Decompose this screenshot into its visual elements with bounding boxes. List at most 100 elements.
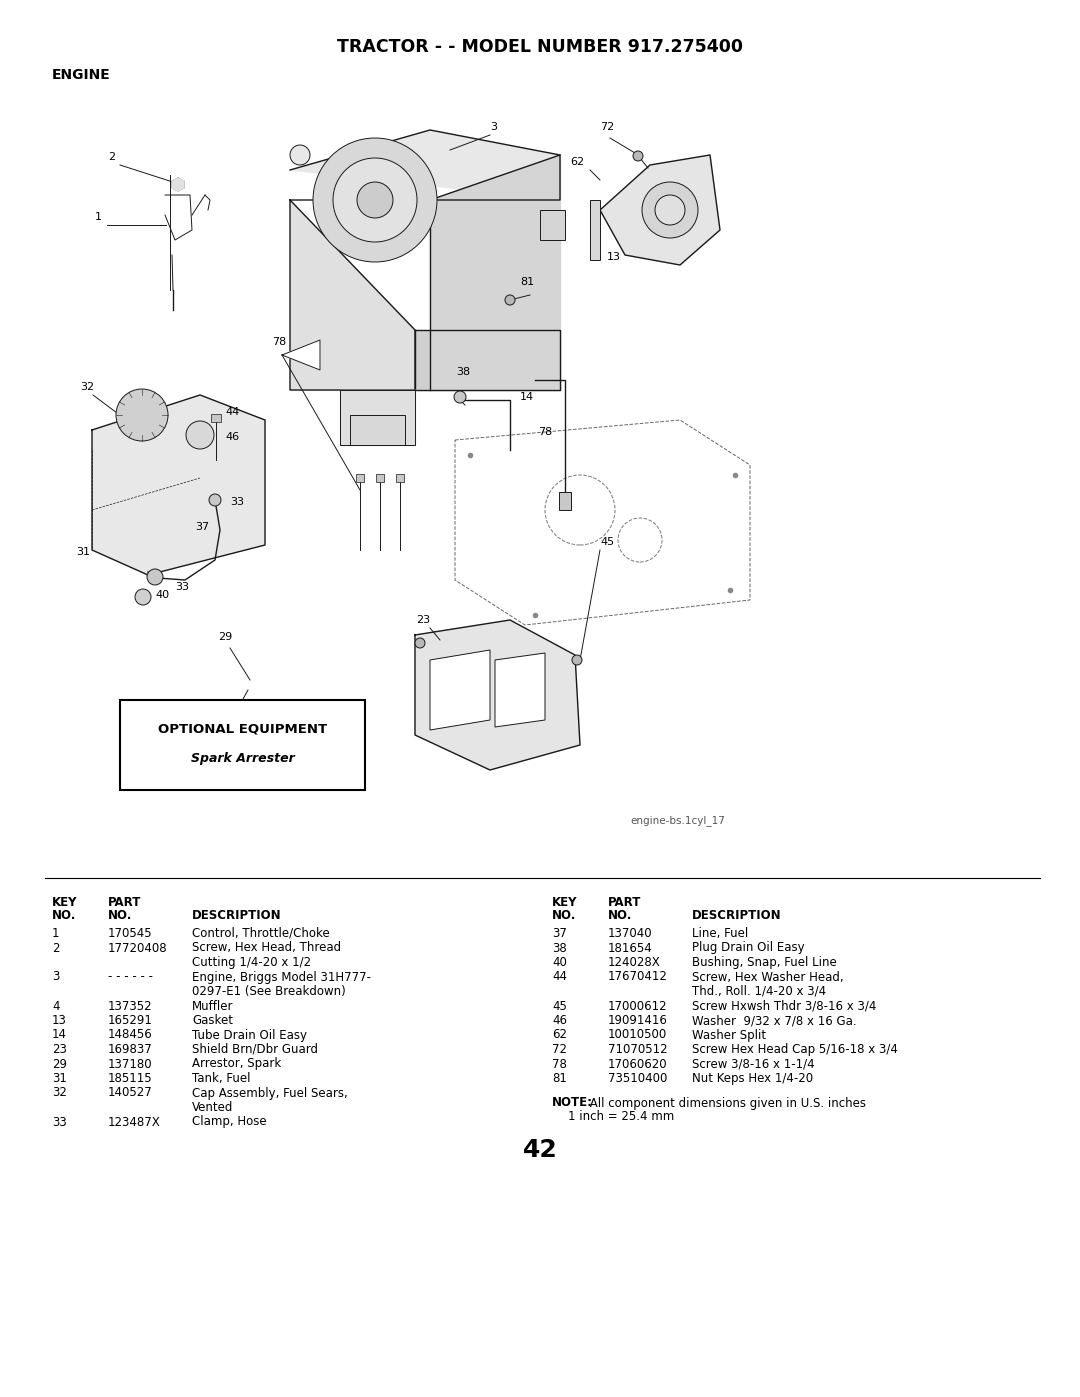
Text: 45: 45 bbox=[600, 536, 615, 548]
Text: Screw Hex Head Cap 5/16-18 x 3/4: Screw Hex Head Cap 5/16-18 x 3/4 bbox=[692, 1044, 897, 1056]
Text: NO.: NO. bbox=[108, 909, 133, 922]
Text: 170545: 170545 bbox=[108, 928, 152, 940]
Text: 185115: 185115 bbox=[108, 1071, 152, 1085]
Text: 62: 62 bbox=[570, 156, 584, 168]
Text: Arrestor, Spark: Arrestor, Spark bbox=[192, 1058, 281, 1070]
Text: ENGINE: ENGINE bbox=[52, 68, 111, 82]
Bar bbox=[211, 414, 221, 422]
Circle shape bbox=[654, 196, 685, 225]
Text: Screw, Hex Washer Head,: Screw, Hex Washer Head, bbox=[692, 971, 843, 983]
Circle shape bbox=[642, 182, 698, 237]
Text: 165291: 165291 bbox=[108, 1014, 153, 1027]
Text: Vented: Vented bbox=[192, 1101, 233, 1113]
Text: TRACTOR - - MODEL NUMBER 917.275400: TRACTOR - - MODEL NUMBER 917.275400 bbox=[337, 38, 743, 56]
Text: 78: 78 bbox=[272, 337, 286, 346]
Text: Cap Assembly, Fuel Sears,: Cap Assembly, Fuel Sears, bbox=[192, 1087, 348, 1099]
Text: 44: 44 bbox=[225, 407, 240, 416]
Polygon shape bbox=[495, 652, 545, 726]
Circle shape bbox=[357, 182, 393, 218]
Text: 45: 45 bbox=[552, 999, 567, 1013]
Text: 17060620: 17060620 bbox=[608, 1058, 667, 1070]
Text: 14: 14 bbox=[519, 393, 535, 402]
Circle shape bbox=[186, 420, 214, 448]
Text: All component dimensions given in U.S. inches: All component dimensions given in U.S. i… bbox=[586, 1097, 866, 1109]
Text: 0297-E1 (See Breakdown): 0297-E1 (See Breakdown) bbox=[192, 985, 346, 997]
Bar bbox=[559, 492, 571, 510]
Text: 124028X: 124028X bbox=[608, 956, 661, 970]
Text: 37: 37 bbox=[195, 522, 210, 532]
Text: Line, Fuel: Line, Fuel bbox=[692, 928, 748, 940]
Text: Tube Drain Oil Easy: Tube Drain Oil Easy bbox=[192, 1028, 307, 1042]
Text: 2: 2 bbox=[108, 152, 116, 162]
Text: 17000612: 17000612 bbox=[608, 999, 667, 1013]
Text: 33: 33 bbox=[230, 497, 244, 507]
Text: KEY: KEY bbox=[52, 895, 78, 909]
Circle shape bbox=[333, 158, 417, 242]
Text: 137352: 137352 bbox=[108, 999, 152, 1013]
Text: DESCRIPTION: DESCRIPTION bbox=[692, 909, 782, 922]
Text: KEY: KEY bbox=[552, 895, 578, 909]
Text: 2: 2 bbox=[52, 942, 59, 954]
Text: 72: 72 bbox=[600, 122, 615, 131]
Text: 3: 3 bbox=[52, 971, 59, 983]
Text: 40: 40 bbox=[156, 590, 170, 599]
Text: 29: 29 bbox=[52, 1058, 67, 1070]
Circle shape bbox=[415, 638, 426, 648]
Text: 32: 32 bbox=[52, 1087, 67, 1099]
Text: Engine, Briggs Model 31H777-: Engine, Briggs Model 31H777- bbox=[192, 971, 372, 983]
Circle shape bbox=[454, 391, 465, 402]
Bar bbox=[120, 700, 365, 789]
Text: 1: 1 bbox=[95, 212, 102, 222]
Text: PART: PART bbox=[608, 895, 642, 909]
Polygon shape bbox=[291, 130, 561, 200]
Text: 4: 4 bbox=[52, 999, 59, 1013]
Text: 33: 33 bbox=[52, 1115, 67, 1129]
Text: 1: 1 bbox=[52, 928, 59, 940]
Text: Muffler: Muffler bbox=[192, 999, 233, 1013]
Text: 140527: 140527 bbox=[108, 1087, 152, 1099]
Text: Cutting 1/4-20 x 1/2: Cutting 1/4-20 x 1/2 bbox=[192, 956, 311, 970]
Polygon shape bbox=[291, 200, 415, 390]
Text: 81: 81 bbox=[519, 277, 535, 286]
Text: DESCRIPTION: DESCRIPTION bbox=[192, 909, 282, 922]
Polygon shape bbox=[430, 155, 561, 390]
Bar bbox=[396, 474, 404, 482]
Text: Screw Hxwsh Thdr 3/8-16 x 3/4: Screw Hxwsh Thdr 3/8-16 x 3/4 bbox=[692, 999, 876, 1013]
Text: Clamp, Hose: Clamp, Hose bbox=[192, 1115, 267, 1129]
Text: Nut Keps Hex 1/4-20: Nut Keps Hex 1/4-20 bbox=[692, 1071, 813, 1085]
Text: Screw 3/8-16 x 1-1/4: Screw 3/8-16 x 1-1/4 bbox=[692, 1058, 814, 1070]
Circle shape bbox=[313, 138, 437, 263]
Text: 44: 44 bbox=[552, 971, 567, 983]
Text: 46: 46 bbox=[552, 1014, 567, 1027]
Text: 46: 46 bbox=[225, 432, 239, 441]
Text: 23: 23 bbox=[416, 615, 430, 624]
Text: 40: 40 bbox=[552, 956, 567, 970]
Text: 38: 38 bbox=[456, 367, 470, 377]
Text: 17670412: 17670412 bbox=[608, 971, 667, 983]
Text: 31: 31 bbox=[52, 1071, 67, 1085]
Circle shape bbox=[291, 145, 310, 165]
Text: 78: 78 bbox=[552, 1058, 567, 1070]
Text: Shield Brn/Dbr Guard: Shield Brn/Dbr Guard bbox=[192, 1044, 318, 1056]
Text: 19091416: 19091416 bbox=[608, 1014, 667, 1027]
Text: 62: 62 bbox=[552, 1028, 567, 1042]
Text: 148456: 148456 bbox=[108, 1028, 152, 1042]
Text: 4: 4 bbox=[650, 222, 657, 232]
Text: 33: 33 bbox=[175, 583, 189, 592]
Text: 17720408: 17720408 bbox=[108, 942, 167, 954]
Text: Thd., Roll. 1/4-20 x 3/4: Thd., Roll. 1/4-20 x 3/4 bbox=[692, 985, 826, 997]
Text: 31: 31 bbox=[76, 548, 90, 557]
Text: 3: 3 bbox=[490, 122, 497, 131]
Polygon shape bbox=[415, 620, 580, 770]
Polygon shape bbox=[172, 177, 184, 191]
Text: 1 inch = 25.4 mm: 1 inch = 25.4 mm bbox=[568, 1111, 674, 1123]
Text: Gasket: Gasket bbox=[192, 1014, 233, 1027]
Text: 181654: 181654 bbox=[608, 942, 652, 954]
Polygon shape bbox=[92, 395, 265, 576]
Text: Spark Arrester: Spark Arrester bbox=[191, 752, 295, 766]
Text: NO.: NO. bbox=[552, 909, 577, 922]
Text: 13: 13 bbox=[52, 1014, 67, 1027]
Circle shape bbox=[135, 590, 151, 605]
Text: OPTIONAL EQUIPMENT: OPTIONAL EQUIPMENT bbox=[158, 722, 327, 735]
Text: 42: 42 bbox=[523, 1139, 557, 1162]
